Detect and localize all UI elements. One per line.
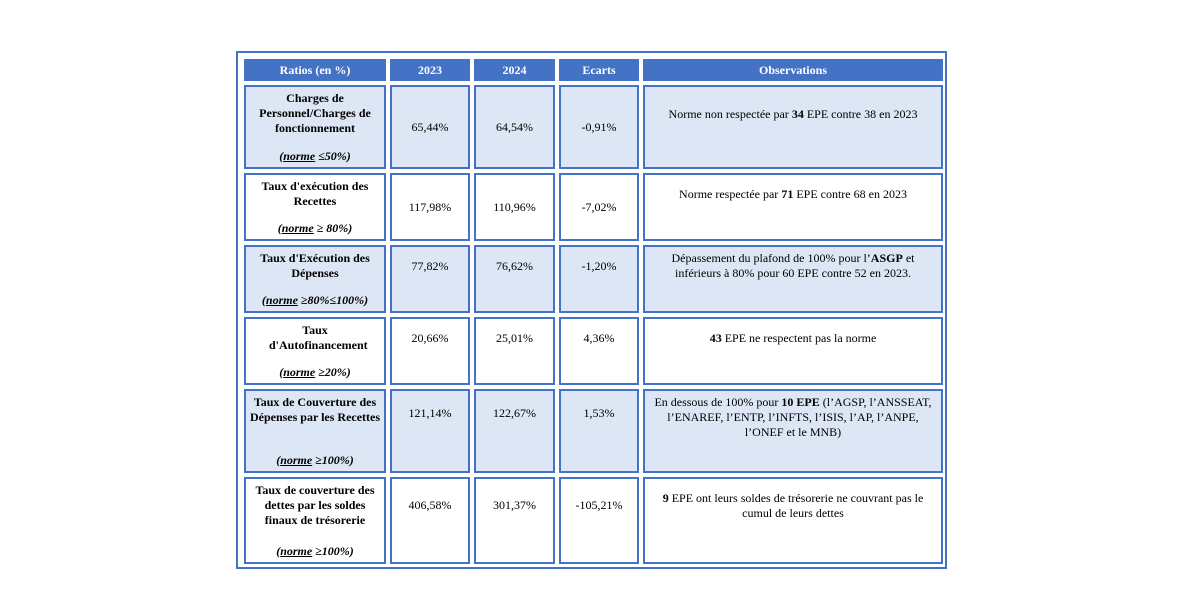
- header-2024: 2024: [474, 59, 555, 81]
- norme-value: ≥100%): [312, 544, 354, 558]
- value-2024: 301,37%: [474, 477, 555, 564]
- observation-cell: En dessous de 100% pour 10 EPE (l’AGSP, …: [643, 389, 943, 473]
- observation-highlight: 71: [781, 187, 794, 201]
- observation-text: EPE contre 38 en 2023: [803, 107, 918, 121]
- observation-cell: Norme respectée par 71 EPE contre 68 en …: [643, 173, 943, 241]
- value-2024: 25,01%: [474, 317, 555, 385]
- norme-word: norme: [280, 544, 313, 558]
- ratio-label: Taux de couverture des dettes par les so…: [255, 483, 375, 527]
- value-2023: 77,82%: [390, 245, 470, 313]
- ratios-table-frame: Ratios (en %) 2023 2024 Ecarts Observati…: [236, 51, 947, 569]
- ratios-table: Ratios (en %) 2023 2024 Ecarts Observati…: [240, 55, 947, 568]
- table-row: Taux de Couverture des Dépenses par les …: [244, 389, 943, 473]
- ratio-cell: Charges de Personnel/Charges de fonction…: [244, 85, 386, 169]
- observation-highlight: 43: [709, 331, 722, 345]
- observation-cell: Dépassement du plafond de 100% pour l’AS…: [643, 245, 943, 313]
- norme-word: norme: [281, 221, 314, 235]
- observation-highlight: 9: [662, 491, 669, 505]
- value-2023: 117,98%: [390, 173, 470, 241]
- header-ecarts: Ecarts: [559, 59, 639, 81]
- value-2023: 121,14%: [390, 389, 470, 473]
- value-2024: 76,62%: [474, 245, 555, 313]
- norme-word: norme: [283, 149, 316, 163]
- observation-text: (l’AGSP, l’ANSSEAT, l’ENAREF, l’ENTP, l’…: [667, 395, 932, 439]
- header-observations: Observations: [643, 59, 943, 81]
- value-ecart: 1,53%: [559, 389, 639, 473]
- observation-cell: 9 EPE ont leurs soldes de trésorerie ne …: [643, 477, 943, 564]
- observation-text: Dépassement du plafond de 100% pour l’: [671, 251, 871, 265]
- observation-text: En dessous de 100% pour: [654, 395, 782, 409]
- norme-label: (norme ≥20%): [279, 365, 351, 379]
- observation-text: EPE ont leurs soldes de trésorerie ne co…: [668, 491, 924, 520]
- norme-word: norme: [283, 365, 316, 379]
- ratio-label: Taux de Couverture des Dépenses par les …: [249, 395, 381, 424]
- value-2024: 64,54%: [474, 85, 555, 169]
- ratio-label: Taux d'Autofinancement: [269, 323, 368, 352]
- value-ecart: -7,02%: [559, 173, 639, 241]
- header-ratios: Ratios (en %): [244, 59, 386, 81]
- table-row: Charges de Personnel/Charges de fonction…: [244, 85, 943, 169]
- norme-word: norme: [280, 453, 313, 467]
- value-2024: 110,96%: [474, 173, 555, 241]
- norme-value: ≤50%): [315, 149, 351, 163]
- ratio-label: Taux d'Exécution des Dépenses: [260, 251, 370, 280]
- table-row: Taux d'Exécution des Dépenses (norme ≥80…: [244, 245, 943, 313]
- observation-text: Norme non respectée par: [668, 107, 792, 121]
- ratio-cell: Taux de Couverture des Dépenses par les …: [244, 389, 386, 473]
- ratio-cell: Taux d'Autofinancement (norme ≥20%): [244, 317, 386, 385]
- observation-text: EPE ne respectent pas la norme: [721, 331, 877, 345]
- norme-word: norme: [265, 293, 298, 307]
- norme-value: ≥100%): [312, 453, 354, 467]
- value-2024: 122,67%: [474, 389, 555, 473]
- value-2023: 20,66%: [390, 317, 470, 385]
- observation-text: Norme respectée par: [679, 187, 782, 201]
- observation-highlight: ASGP: [870, 251, 903, 265]
- norme-label: (norme ≥100%): [276, 453, 354, 467]
- table-row: Taux d'exécution des Recettes (norme ≥ 8…: [244, 173, 943, 241]
- norme-value: ≥20%): [315, 365, 351, 379]
- value-ecart: -1,20%: [559, 245, 639, 313]
- header-row: Ratios (en %) 2023 2024 Ecarts Observati…: [244, 59, 943, 81]
- observation-cell: 43 EPE ne respectent pas la norme: [643, 317, 943, 385]
- ratio-cell: Taux de couverture des dettes par les so…: [244, 477, 386, 564]
- norme-label: (norme ≥ 80%): [277, 221, 353, 235]
- observation-highlight: 34: [791, 107, 804, 121]
- ratio-cell: Taux d'Exécution des Dépenses (norme ≥80…: [244, 245, 386, 313]
- observation-text: EPE contre 68 en 2023: [793, 187, 907, 201]
- value-2023: 406,58%: [390, 477, 470, 564]
- ratio-cell: Taux d'exécution des Recettes (norme ≥ 8…: [244, 173, 386, 241]
- norme-value: ≥80%≤100%): [297, 293, 369, 307]
- observation-highlight: 10 EPE: [781, 395, 820, 409]
- value-ecart: 4,36%: [559, 317, 639, 385]
- ratio-label: Charges de Personnel/Charges de fonction…: [259, 91, 371, 135]
- value-2023: 65,44%: [390, 85, 470, 169]
- observation-text: et inférieurs à 80% pour 60 EPE contre 5…: [675, 251, 915, 280]
- norme-label: (norme ≥80%≤100%): [261, 293, 369, 307]
- ratio-label: Taux d'exécution des Recettes: [261, 179, 369, 208]
- observation-cell: Norme non respectée par 34 EPE contre 38…: [643, 85, 943, 169]
- header-2023: 2023: [390, 59, 470, 81]
- norme-value: ≥ 80%): [313, 221, 353, 235]
- value-ecart: -0,91%: [559, 85, 639, 169]
- table-row: Taux de couverture des dettes par les so…: [244, 477, 943, 564]
- table-row: Taux d'Autofinancement (norme ≥20%) 20,6…: [244, 317, 943, 385]
- norme-label: (norme ≤50%): [279, 149, 351, 163]
- norme-label: (norme ≥100%): [276, 544, 354, 558]
- value-ecart: -105,21%: [559, 477, 639, 564]
